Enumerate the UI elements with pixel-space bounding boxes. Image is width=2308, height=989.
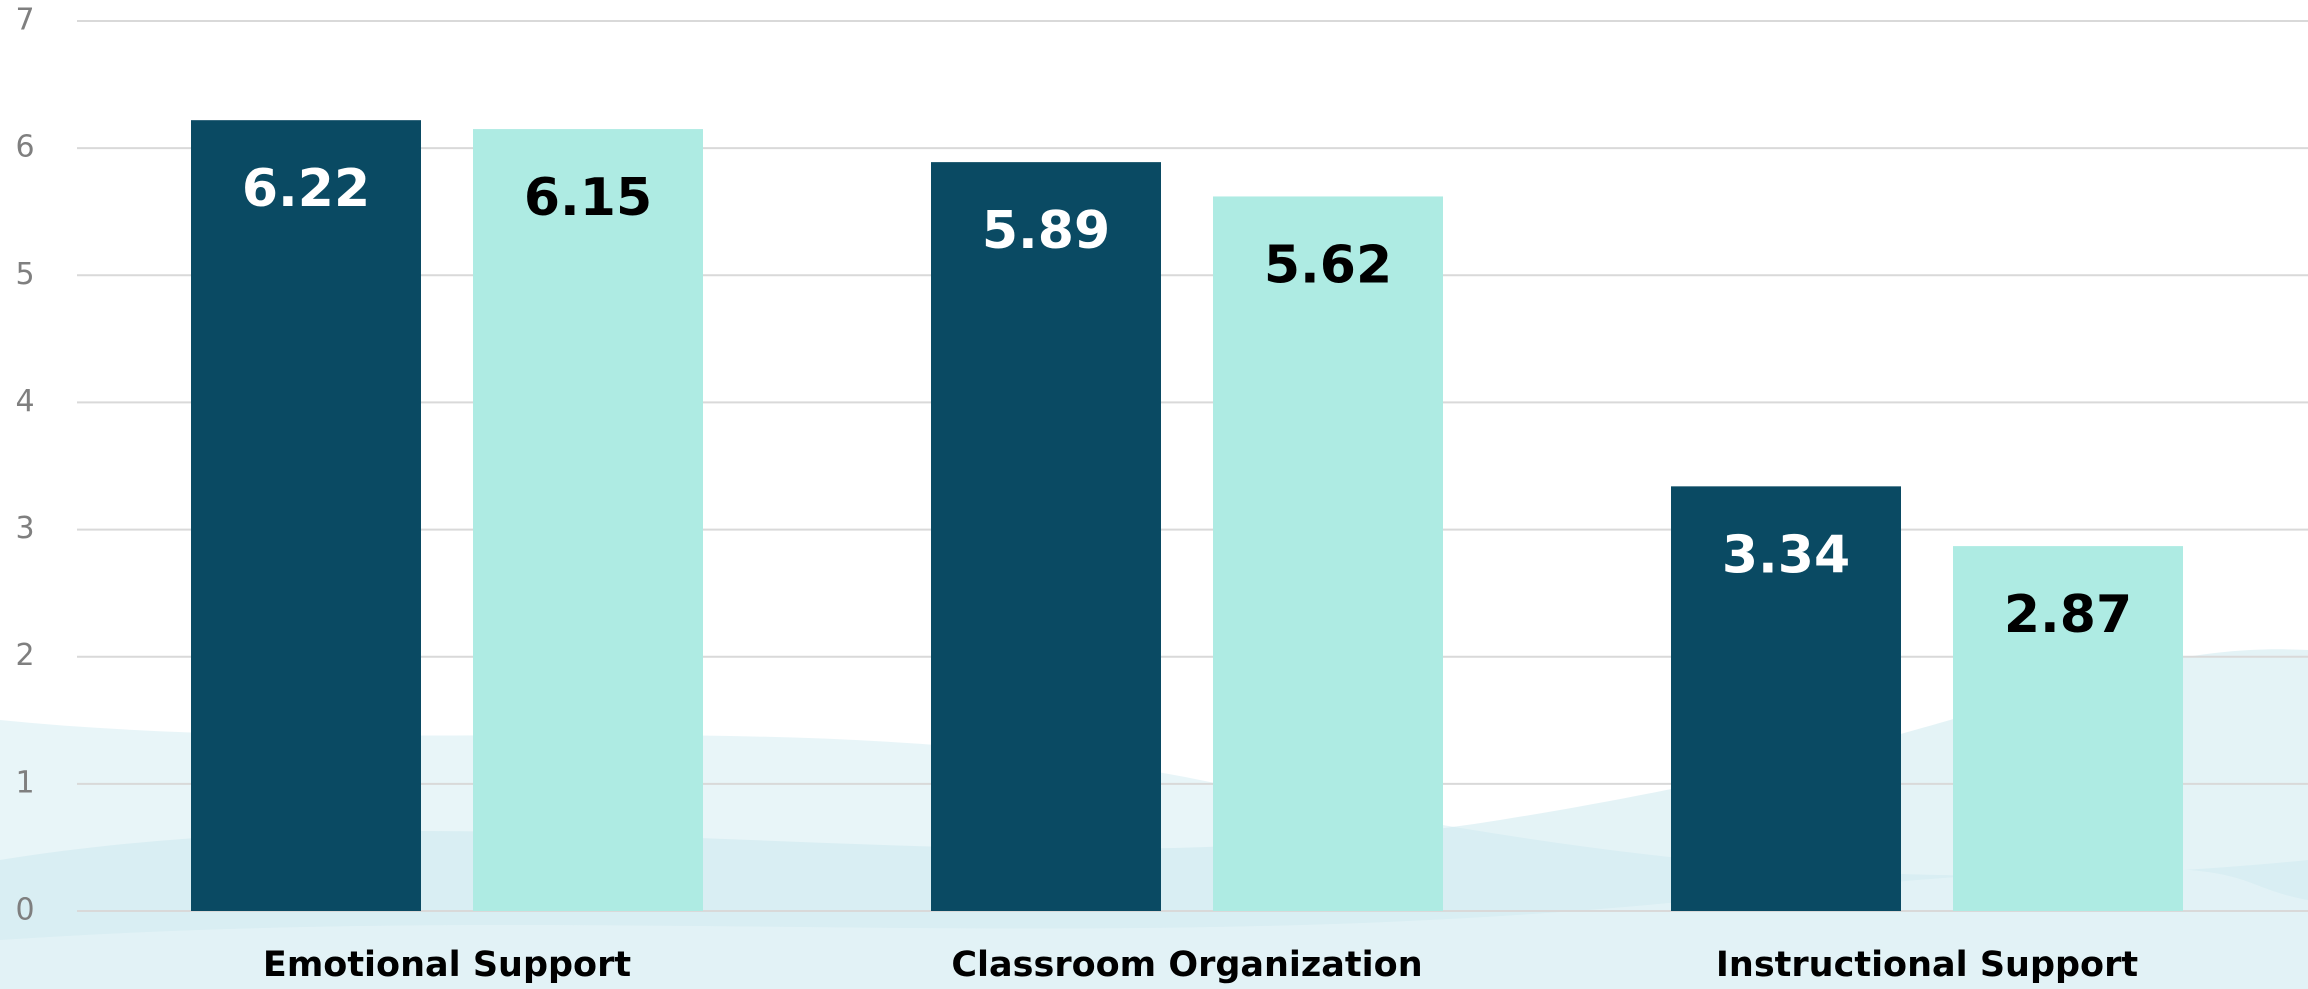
x-tick-label: Instructional Support (1716, 945, 2138, 985)
data-label: 2.87 (2004, 585, 2132, 645)
bar (473, 129, 703, 911)
y-tick-label: 5 (15, 257, 34, 292)
y-tick-label: 1 (15, 765, 34, 800)
data-label: 5.89 (982, 201, 1110, 261)
y-tick-label: 6 (15, 130, 34, 165)
x-tick-label: Classroom Organization (951, 945, 1422, 985)
bar (931, 162, 1161, 911)
data-label: 5.62 (1264, 235, 1392, 295)
x-tick-label: Emotional Support (263, 945, 631, 985)
y-tick-label: 7 (15, 3, 34, 38)
y-tick-label: 4 (15, 384, 34, 419)
data-label: 6.15 (524, 168, 652, 228)
bar (191, 120, 421, 911)
page: {"chart_data": {"type": "bar", "categori… (0, 0, 2308, 989)
data-label: 3.34 (1722, 525, 1850, 585)
data-label: 6.22 (242, 159, 370, 219)
y-tick-label: 3 (15, 511, 34, 546)
y-tick-label: 0 (15, 893, 34, 928)
y-tick-label: 2 (15, 638, 34, 673)
chart: 0 1 2 3 4 5 6 7 6.22 6.15 Emotional Support 5.89 5.6… (0, 0, 2308, 989)
bar (1213, 196, 1443, 911)
